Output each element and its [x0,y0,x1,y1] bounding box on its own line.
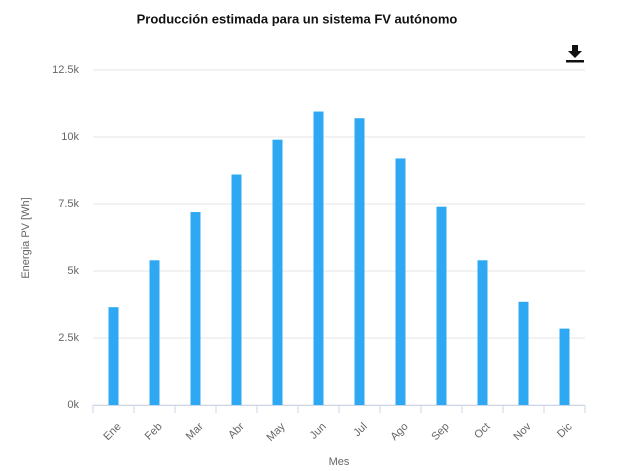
bar [477,260,488,405]
download-button[interactable] [565,42,585,63]
download-arrow [568,45,582,58]
x-tick-label: May [264,420,288,444]
bar [313,111,324,405]
bar [231,174,242,405]
y-tick-label: 12.5k [52,64,79,76]
x-tick-label: Ene [101,421,123,443]
x-tick-label: Mar [184,420,206,442]
bar [518,301,529,405]
bar [354,118,365,406]
bar [436,206,447,405]
bar [272,139,283,405]
x-tick-label: Dic [555,420,575,440]
bar [149,260,160,405]
x-tick-label: Jun [308,421,329,442]
y-tick-label: 0k [67,399,79,411]
x-tick-label: Nov [511,420,534,443]
y-tick-label: 7.5k [58,198,79,210]
bar [559,328,570,405]
chart-title: Producción estimada para un sistema FV a… [137,11,458,26]
x-tick-label: Sep [429,421,451,443]
bar [395,158,406,405]
y-axis-label: Energia PV [Wh] [20,197,32,278]
bar [108,307,119,405]
x-tick-label: Abr [226,420,247,441]
y-tick-label: 10k [61,131,79,143]
x-tick-label: Feb [143,421,165,443]
x-tick-label: Oct [472,421,493,442]
download-bar [566,60,584,63]
y-tick-label: 2.5k [58,332,79,344]
bar [190,212,201,405]
y-tick-label: 5k [67,265,79,277]
x-tick-label: Ago [388,421,410,443]
x-axis-label: Mes [329,456,350,468]
x-tick-label: Jul [351,421,369,439]
